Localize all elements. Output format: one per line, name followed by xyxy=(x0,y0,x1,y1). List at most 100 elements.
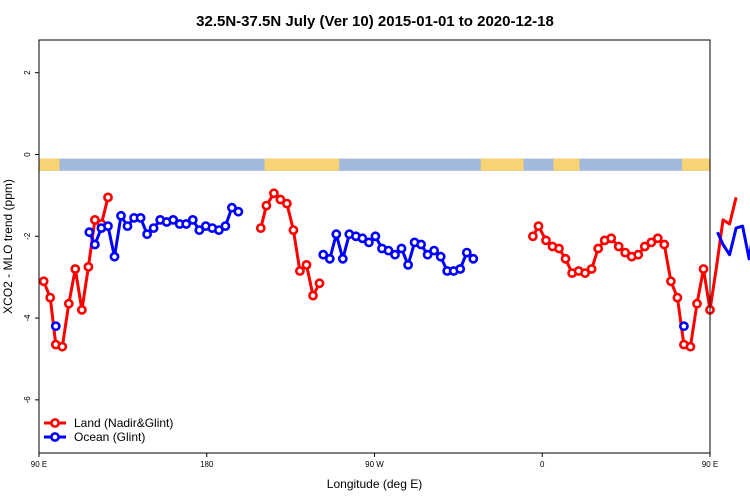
series-1-point-31 xyxy=(357,233,368,244)
series-0-point-6 xyxy=(77,304,87,315)
series-0-point-21 xyxy=(528,231,538,242)
y-tick-label-3: -4 xyxy=(23,314,32,322)
series-1-point-47 xyxy=(461,247,472,258)
series-1-point-26 xyxy=(324,253,335,264)
series-0-point-46 xyxy=(692,298,702,309)
series-1-point-25 xyxy=(318,249,329,260)
series-0-point-20 xyxy=(314,278,325,289)
x-axis-label: Longitude (deg E) xyxy=(327,477,422,491)
series-0-point-40 xyxy=(652,233,663,244)
series-1-point-21 xyxy=(213,225,224,235)
ocean-band xyxy=(39,158,710,171)
series-0-point-5 xyxy=(70,264,81,274)
x-tick-label-3: 0 xyxy=(540,460,545,469)
series-1-point-1 xyxy=(84,227,95,238)
plot-frame xyxy=(38,39,711,454)
series-0-point-13 xyxy=(268,188,279,199)
series-0-point-43 xyxy=(672,292,683,303)
series-1-point-16 xyxy=(181,219,192,229)
legend-label-1: Ocean (Glint) xyxy=(74,430,145,444)
series-0-point-39 xyxy=(646,237,657,248)
series-0-line-1 xyxy=(259,191,321,298)
legend-marker-0 xyxy=(50,418,60,428)
series-0-point-37 xyxy=(633,249,644,260)
series-0-point-33 xyxy=(606,233,617,244)
land-segment-1 xyxy=(264,158,340,171)
series-1-point-46 xyxy=(455,264,466,274)
series-1-point-43 xyxy=(435,251,446,262)
series-1-point-38 xyxy=(403,259,413,270)
land-segment-3 xyxy=(553,158,580,171)
series-0-point-12 xyxy=(261,200,272,211)
series-1-point-49 xyxy=(679,321,689,332)
y-tick-label-4: -6 xyxy=(23,396,32,404)
series-1-point-17 xyxy=(187,214,198,225)
series-0-point-23 xyxy=(541,235,551,246)
chart-title: 32.5N-37.5N July (Ver 10) 2015-01-01 to … xyxy=(196,13,554,30)
series-0-point-4 xyxy=(63,298,74,309)
series-0-point-22 xyxy=(533,221,544,231)
series-0-point-47 xyxy=(698,264,709,274)
series-0-point-0 xyxy=(38,276,49,287)
series-1-point-23 xyxy=(226,202,237,213)
x-tick-label-1: 180 xyxy=(200,460,214,469)
legend-label-0: Land (Nadir&Glint) xyxy=(74,416,173,430)
y-tick-label-0: 2 xyxy=(23,70,32,75)
series-0-point-19 xyxy=(308,290,318,301)
series-0-point-18 xyxy=(301,259,312,270)
series-0-point-11 xyxy=(255,223,266,233)
series-1-point-18 xyxy=(194,225,205,235)
land-ocean-mask xyxy=(39,158,710,171)
series-1-point-14 xyxy=(168,214,179,225)
series-1-point-35 xyxy=(383,245,394,256)
legend: Land (Nadir&Glint)Ocean (Glint) xyxy=(44,416,173,444)
series-0-point-16 xyxy=(288,225,299,235)
series-1-point-28 xyxy=(337,253,348,264)
series-1-point-37 xyxy=(396,243,407,254)
series-1-point-42 xyxy=(429,245,439,256)
land-segment-4 xyxy=(682,158,710,171)
series-0-point-3 xyxy=(57,341,68,352)
series-0-point-31 xyxy=(593,243,604,254)
series-1-point-27 xyxy=(331,229,342,240)
series-0-point-7 xyxy=(83,261,94,272)
legend-marker-1 xyxy=(50,432,60,442)
x-tick-label-2: 90 W xyxy=(365,460,384,469)
series-1-point-5 xyxy=(109,251,120,262)
series-1-point-36 xyxy=(390,249,400,260)
series-0-point-26 xyxy=(560,253,571,264)
series-1-point-10 xyxy=(142,229,152,240)
series-0-point-42 xyxy=(666,276,676,287)
series-1-point-48 xyxy=(468,253,479,264)
y-axis: 2 0 -2 -4 -6 xyxy=(23,70,39,403)
series-1-point-2 xyxy=(90,239,100,250)
series-1-point-41 xyxy=(422,249,433,260)
series-1-point-4 xyxy=(103,221,113,231)
series-1-point-7 xyxy=(122,221,133,231)
series-0-point-25 xyxy=(554,243,564,254)
plot-series xyxy=(38,188,750,352)
series-0 xyxy=(38,188,738,352)
series-0-point-1 xyxy=(45,292,56,303)
series-0-point-8 xyxy=(90,214,100,225)
legend-item-0: Land (Nadir&Glint) xyxy=(44,416,173,430)
series-1-point-32 xyxy=(363,237,374,248)
x-axis: 90 E 180 90 W 0 90 E xyxy=(31,453,718,469)
x-tick-label-0: 90 E xyxy=(31,460,47,469)
series-0-point-45 xyxy=(685,341,696,352)
y-axis-label: XCO2 - MLO trend (ppm) xyxy=(1,179,15,314)
series-1 xyxy=(50,202,750,332)
series-0-point-29 xyxy=(580,268,590,278)
series-1-point-22 xyxy=(220,221,231,231)
land-segment-0 xyxy=(39,158,60,171)
series-0-point-41 xyxy=(659,239,670,250)
series-1-point-11 xyxy=(148,223,159,233)
series-0-point-17 xyxy=(294,266,305,276)
land-segment-2 xyxy=(480,158,524,171)
series-0-point-30 xyxy=(586,264,597,274)
y-tick-label-1: 0 xyxy=(23,152,32,157)
series-0-point-34 xyxy=(613,241,624,252)
series-1-point-0 xyxy=(50,321,61,332)
legend-item-1: Ocean (Glint) xyxy=(44,430,145,444)
